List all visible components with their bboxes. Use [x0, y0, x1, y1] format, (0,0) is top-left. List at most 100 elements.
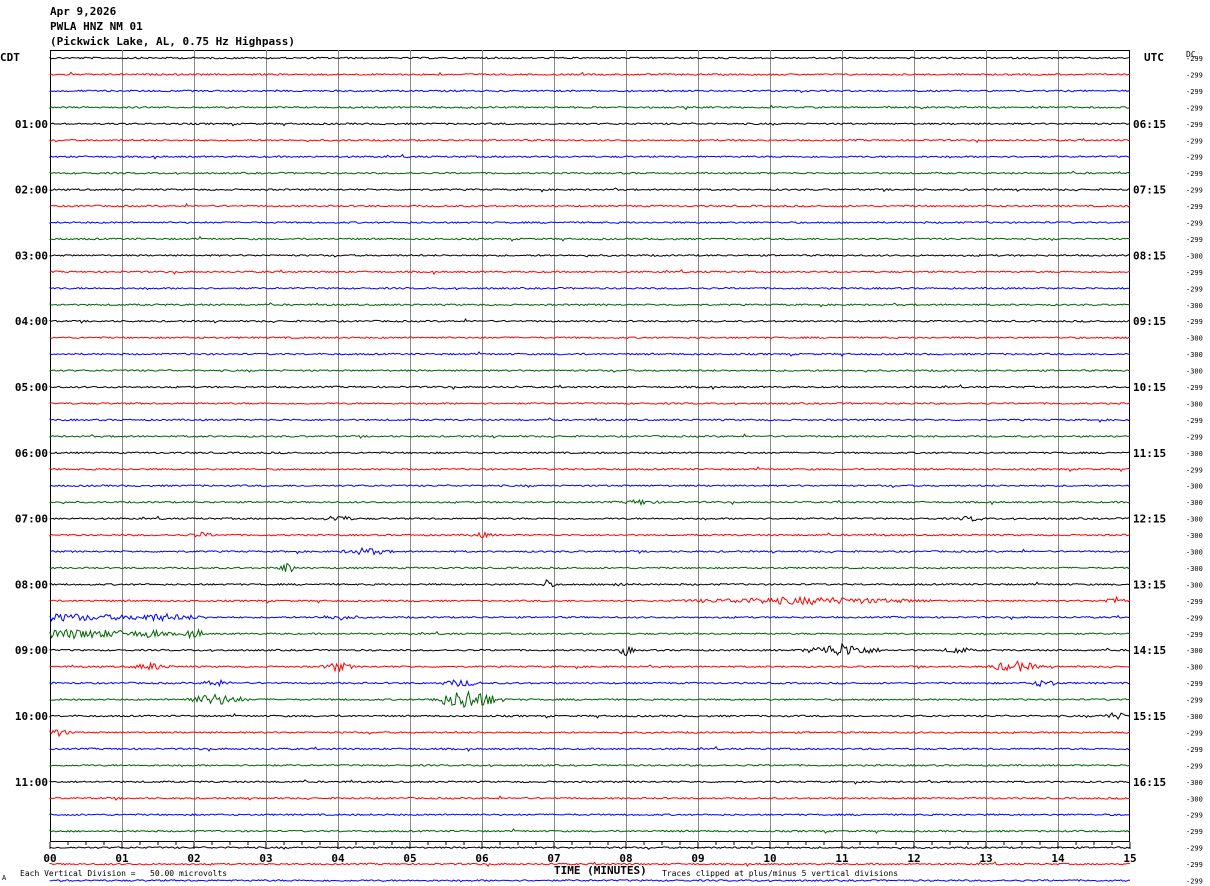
dc-offset-label: -300: [1186, 664, 1203, 672]
x-tick-label: 04: [331, 852, 345, 865]
seismic-trace-24: [49, 451, 1131, 455]
dc-offset-label: -299: [1186, 187, 1203, 195]
seismic-trace-33: [49, 595, 1131, 606]
dc-offset-label: -299: [1186, 170, 1203, 178]
dc-offset-label: -300: [1186, 516, 1203, 524]
station-location: (Pickwick Lake, AL, 0.75 Hz Highpass): [50, 35, 296, 48]
dc-offset-label: -299: [1186, 746, 1203, 754]
dc-offset-label: -300: [1186, 368, 1203, 376]
seismic-trace-3: [49, 104, 1131, 111]
dc-offset-label: -299: [1186, 318, 1203, 326]
dc-offset-label: -299: [1186, 680, 1203, 688]
seismic-trace-15: [49, 302, 1131, 308]
right-hour-label: 14:15: [1133, 644, 1166, 657]
seismic-trace-0: [49, 56, 1131, 60]
x-tick-label: 11: [835, 852, 849, 865]
dc-offset-label: -300: [1186, 499, 1203, 507]
dc-offset-label: -299: [1186, 812, 1203, 820]
seismic-trace-7: [49, 170, 1131, 175]
dc-offset-label: -299: [1186, 598, 1203, 606]
right-hour-label: 07:15: [1133, 184, 1166, 197]
seismic-trace-43: [49, 763, 1131, 768]
x-axis-title: TIME (MINUTES): [554, 864, 647, 877]
seismic-trace-42: [49, 745, 1131, 752]
seismic-trace-16: [49, 318, 1130, 324]
seismic-trace-11: [49, 235, 1131, 242]
dc-offset-label: -299: [1186, 697, 1203, 705]
seismic-trace-19: [49, 368, 1131, 373]
dc-offset-label: -300: [1186, 532, 1203, 540]
dc-offset-label: -299: [1186, 285, 1203, 293]
dc-offset-label: -300: [1186, 302, 1203, 310]
left-hour-label: 06:00: [15, 447, 48, 460]
seismic-trace-21: [49, 402, 1131, 406]
right-hour-label: 12:15: [1133, 513, 1166, 526]
dc-offset-label: -300: [1186, 795, 1203, 803]
seismic-trace-28: [49, 515, 1131, 522]
minute-gridlines: [122, 50, 1059, 842]
seismic-trace-41: [49, 729, 1131, 738]
dc-offset-label: -299: [1186, 220, 1203, 228]
dc-offset-label: -300: [1186, 565, 1203, 573]
right-hour-label: 09:15: [1133, 315, 1166, 328]
left-timezone-label: CDT: [0, 51, 20, 64]
dc-offset-label: -299: [1186, 121, 1203, 129]
seismic-trace-38: [49, 678, 1131, 688]
dc-offset-label: -300: [1186, 779, 1203, 787]
left-hour-label: 02:00: [15, 184, 48, 197]
seismic-trace-5: [49, 137, 1131, 144]
seismic-trace-39: [49, 689, 1131, 709]
dc-offset-label: -299: [1186, 203, 1203, 211]
seismic-trace-23: [49, 433, 1131, 439]
x-tick-label: 09: [691, 852, 704, 865]
dc-offset-label: -299: [1186, 154, 1203, 162]
right-hour-label: 13:15: [1133, 578, 1166, 591]
dc-offset-label: -300: [1186, 713, 1203, 721]
x-tick-label: 01: [115, 852, 129, 865]
seismic-trace-40: [49, 712, 1131, 720]
seismic-trace-29: [49, 530, 1131, 539]
seismic-trace-30: [49, 546, 1131, 556]
seismic-trace-6: [49, 153, 1131, 160]
seismic-trace-1: [49, 71, 1130, 77]
seismic-trace-34: [49, 612, 1131, 623]
left-hour-label: 07:00: [15, 513, 48, 526]
dc-offset-label: -300: [1186, 450, 1203, 458]
left-hour-label: 09:00: [15, 644, 48, 657]
left-hour-label: 03:00: [15, 249, 48, 262]
x-tick-label: 05: [403, 852, 416, 865]
seismic-trace-17: [49, 336, 1130, 340]
seismic-trace-46: [49, 813, 1131, 817]
dc-offset-label: -299: [1186, 104, 1203, 112]
seismic-trace-47: [49, 828, 1131, 834]
seismic-trace-44: [49, 779, 1130, 785]
seismic-trace-27: [49, 498, 1131, 507]
dc-offset-label: -299: [1186, 729, 1203, 737]
x-tick-label: 06: [475, 852, 489, 865]
dc-offset-label: -299: [1186, 828, 1203, 836]
dc-offset-label: -299: [1186, 762, 1203, 770]
dc-offset-label: -299: [1186, 384, 1203, 392]
dc-offset-label: -299: [1186, 861, 1203, 869]
dc-offset-label: -300: [1186, 351, 1203, 359]
clip-note: Traces clipped at plus/minus 5 vertical …: [662, 869, 898, 878]
plot-date: Apr 9,2026: [50, 5, 117, 18]
dc-offset-label: -299: [1186, 137, 1203, 145]
right-hour-label: 10:15: [1133, 381, 1166, 394]
right-hour-label: 15:15: [1133, 710, 1166, 723]
seismic-trace-50: [49, 879, 1131, 883]
seismic-trace-10: [49, 220, 1131, 225]
dc-offset-label: -300: [1186, 252, 1203, 260]
left-hour-label: 08:00: [15, 578, 48, 591]
seismic-traces: [49, 56, 1131, 883]
scale-note: Each Vertical Division = 50.00 microvolt…: [20, 869, 227, 878]
dc-offset-label: -300: [1186, 549, 1203, 557]
seismic-trace-48: [49, 845, 1131, 850]
x-tick-label: 13: [979, 852, 992, 865]
plot-header: Apr 9,2026 PWLA HNZ NM 01 (Pickwick Lake…: [50, 4, 295, 49]
seismic-trace-20: [49, 384, 1131, 391]
plot-frame: [50, 50, 1130, 842]
seismic-trace-25: [49, 466, 1131, 473]
dc-offset-label: -300: [1186, 581, 1203, 589]
right-timezone-label: UTC: [1144, 51, 1164, 64]
